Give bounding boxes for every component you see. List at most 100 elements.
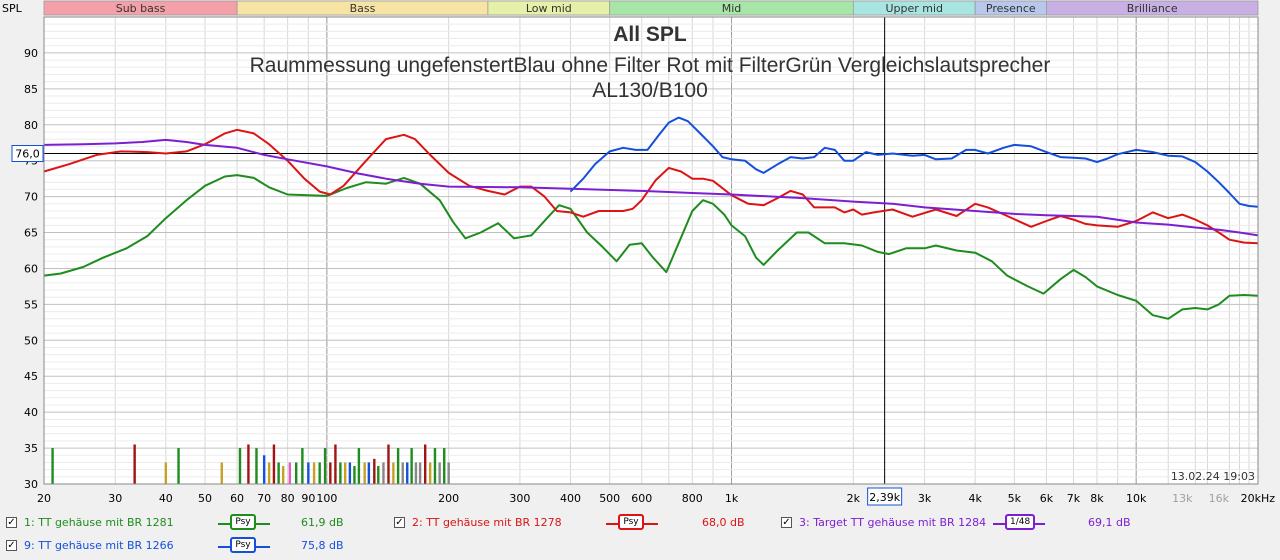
spectrum-bar	[262, 455, 266, 484]
legend-smoothing-badge-3[interactable]: 1/48	[1005, 514, 1036, 530]
spectrum-bar	[414, 462, 418, 484]
band-label: Brilliance	[1127, 2, 1178, 15]
x-tick-label: 20	[37, 492, 51, 505]
legend-value-1: 61,9 dB	[301, 516, 344, 529]
x-tick-label: 80	[281, 492, 295, 505]
series-line-4	[569, 116, 1259, 208]
spectrum-bar	[133, 444, 136, 484]
x-tick-label: 4k	[968, 492, 982, 505]
legend-label-3: 3: Target TT gehäuse mit BR 1284	[799, 516, 987, 529]
x-tick-label: 50	[198, 492, 212, 505]
y-tick-label: 85	[24, 83, 38, 96]
spectrum-bar	[406, 462, 409, 484]
chart-subtitle-line: Raummessung ungefenstertBlau ohne Filter…	[250, 54, 1051, 77]
x-tick-label: 13k	[1172, 492, 1193, 505]
spectrum-bar	[377, 466, 380, 484]
spectrum-bar	[307, 462, 310, 484]
spectrum-bar	[373, 458, 376, 484]
y-axis-label: SPL	[2, 2, 23, 15]
plot-border	[43, 16, 1259, 485]
spectrum-bar	[447, 462, 450, 484]
spectrum-bar	[357, 448, 361, 484]
x-tick-label: 10k	[1126, 492, 1147, 505]
x-tick-label: 2k	[847, 492, 861, 505]
spectrum-bar	[339, 462, 342, 484]
cursor-spl-box	[11, 145, 44, 163]
spectrum-bar	[433, 448, 437, 484]
spectrum-bar	[401, 462, 404, 484]
legend-value-2: 68,0 dB	[702, 516, 745, 529]
legend-item-3[interactable]: ✓ 3: Target TT gehäuse mit BR 1284 1/48 …	[781, 514, 1161, 534]
legend-checkbox-1[interactable]: ✓	[6, 517, 17, 528]
legend-label-9: 9: TT gehäuse mit BR 1266	[24, 539, 174, 552]
legend-item-9[interactable]: ✓ 9: TT gehäuse mit BR 1266 Psy 75,8 dB	[6, 537, 386, 557]
legend-smoothing-badge-2[interactable]: Psy	[618, 514, 644, 530]
spectrum-bar	[387, 444, 390, 484]
spectrum-bar	[410, 448, 413, 484]
spectrum-bar	[363, 462, 366, 484]
legend-label-1: 1: TT gehäuse mit BR 1281	[24, 516, 174, 529]
spectrum-bar	[392, 462, 395, 484]
y-tick-label: 40	[24, 406, 38, 419]
x-tick-label: 100	[316, 492, 337, 505]
legend-item-2[interactable]: ✓ 2: TT gehäuse mit BR 1278 Psy 68,0 dB	[394, 514, 774, 534]
spectrum-bar	[329, 462, 332, 484]
band-label: Presence	[986, 2, 1036, 15]
plot-background	[44, 17, 1258, 484]
x-tick-label: 6k	[1040, 492, 1054, 505]
legend-checkbox-9[interactable]: ✓	[6, 540, 17, 551]
series-line-1	[43, 174, 1259, 320]
spectrum-bar	[443, 448, 446, 484]
x-tick-label: 7k	[1067, 492, 1081, 505]
cursor-spl-readout: 76,0	[15, 148, 40, 161]
spectrum-bar	[353, 466, 356, 484]
spectrum-bar	[267, 462, 271, 484]
y-tick-label: 70	[24, 191, 38, 204]
legend-smoothing-badge-9[interactable]: Psy	[230, 537, 256, 553]
band-label: Sub bass	[116, 2, 166, 15]
spectrum-bar	[295, 462, 298, 484]
spectrum-bar	[220, 462, 223, 484]
legend-checkbox-3[interactable]: ✓	[781, 517, 792, 528]
chart-title: All SPL	[613, 23, 687, 46]
x-tick-label: 40	[159, 492, 173, 505]
legend-area: ✓ 1: TT gehäuse mit BR 1281 Psy 61,9 dB …	[0, 508, 1280, 560]
spectrum-bar	[281, 466, 285, 484]
x-tick-label: 90	[301, 492, 315, 505]
y-tick-label: 55	[24, 298, 38, 311]
x-tick-label: 70	[257, 492, 271, 505]
legend-item-1[interactable]: ✓ 1: TT gehäuse mit BR 1281 Psy 61,9 dB	[6, 514, 386, 534]
spl-chart-svg[interactable]: Sub bass Bass Low mid Mid Upper mid Presence B…	[0, 0, 1280, 512]
spectrum-bar	[438, 462, 441, 484]
spectrum-bar	[164, 462, 168, 484]
legend-value-3: 69,1 dB	[1088, 516, 1131, 529]
band-label: Mid	[722, 2, 742, 15]
x-tick-label: 200	[438, 492, 459, 505]
x-tick-label: 16k	[1209, 492, 1230, 505]
legend-label-2: 2: TT gehäuse mit BR 1278	[412, 516, 562, 529]
legend-checkbox-2[interactable]: ✓	[394, 517, 405, 528]
y-tick-label: 65	[24, 227, 38, 240]
spectrum-bar	[238, 448, 242, 484]
legend-value-9: 75,8 dB	[301, 539, 344, 552]
band-label: Upper mid	[885, 2, 943, 15]
x-tick-label: 5k	[1008, 492, 1022, 505]
spectrum-bar	[301, 448, 304, 484]
x-tick-label: 400	[560, 492, 581, 505]
legend-smoothing-badge-1[interactable]: Psy	[230, 514, 256, 530]
spectrum-bar	[423, 444, 427, 484]
spectrum-bar	[288, 462, 292, 484]
spectrum-bar	[247, 444, 250, 484]
y-tick-label: 35	[24, 442, 38, 455]
x-tick-label: 600	[631, 492, 652, 505]
spectrum-bar	[277, 462, 280, 484]
y-tick-label: 50	[24, 334, 38, 347]
y-tick-label: 45	[24, 370, 38, 383]
y-tick-label: 80	[24, 119, 38, 132]
band-label: Low mid	[526, 2, 572, 15]
x-tick-label: 500	[599, 492, 620, 505]
x-tick-label: 30	[108, 492, 122, 505]
spl-chart[interactable]: Sub bass Bass Low mid Mid Upper mid Presence B…	[0, 0, 1280, 512]
spectrum-bar	[348, 462, 352, 484]
x-tick-label: 20kHz	[1241, 492, 1276, 505]
